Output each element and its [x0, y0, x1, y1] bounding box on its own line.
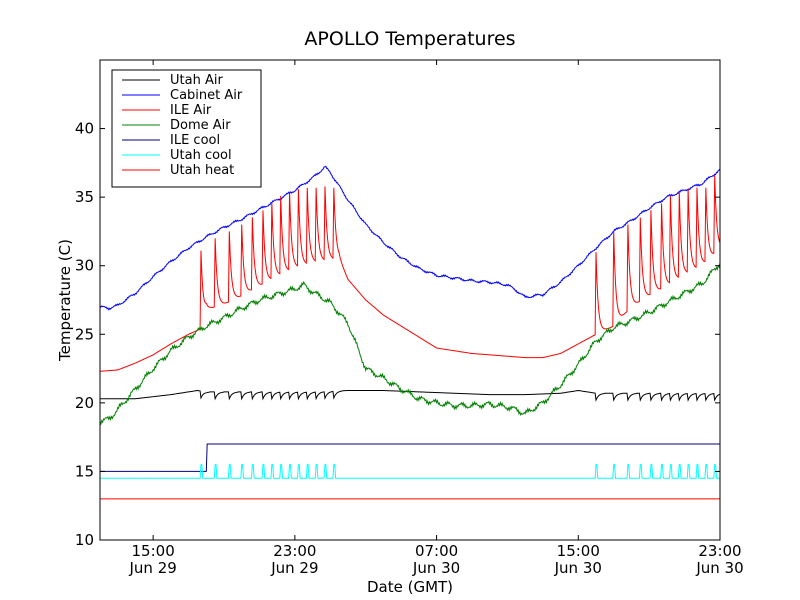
series-line-dome-air	[99, 262, 721, 426]
legend-entry-label: Utah heat	[170, 163, 234, 178]
legend-box	[111, 69, 262, 188]
plot-frame	[99, 59, 721, 541]
x-tick-time-label: 15:00	[132, 542, 175, 560]
x-tick-time-label: 23:00	[698, 542, 741, 560]
series-line-utah-cool	[100, 464, 720, 479]
plot-series-group	[99, 165, 721, 500]
y-tick-label: 30	[75, 257, 94, 275]
x-tick-date-label: Jun 29	[128, 559, 176, 577]
y-tick-label: 25	[75, 325, 94, 343]
legend-entry-label: Utah cool	[170, 148, 232, 163]
x-tick-date-label: Jun 30	[412, 559, 460, 577]
legend-entry-label: Dome Air	[170, 118, 231, 133]
legend-entry-label: ILE Air	[170, 103, 212, 118]
y-tick-label: 20	[75, 394, 94, 412]
x-tick-time-label: 07:00	[415, 542, 458, 560]
y-tick-label: 40	[75, 120, 94, 138]
legend-entry-label: Cabinet Air	[170, 88, 243, 103]
x-axis-label: Date (GMT)	[367, 578, 453, 596]
x-tick-date-label: Jun 30	[554, 559, 602, 577]
y-tick-label: 10	[75, 531, 94, 549]
series-line-ile-cool	[100, 443, 720, 472]
series-line-cabinet-air	[99, 165, 721, 311]
x-tick-time-label: 23:00	[273, 542, 316, 560]
y-tick-label: 15	[75, 462, 94, 480]
legend-entry-label: Utah Air	[170, 73, 223, 88]
x-tick-date-label: Jun 30	[695, 559, 743, 577]
series-line-ile-air	[99, 175, 721, 372]
x-tick-time-label: 15:00	[557, 542, 600, 560]
y-axis-label: Temperature (C)	[56, 239, 74, 362]
y-tick-label: 35	[75, 188, 94, 206]
x-tick-date-label: Jun 29	[270, 559, 318, 577]
legend-entry-label: ILE cool	[170, 133, 220, 148]
chart-title: APOLLO Temperatures	[304, 28, 515, 50]
